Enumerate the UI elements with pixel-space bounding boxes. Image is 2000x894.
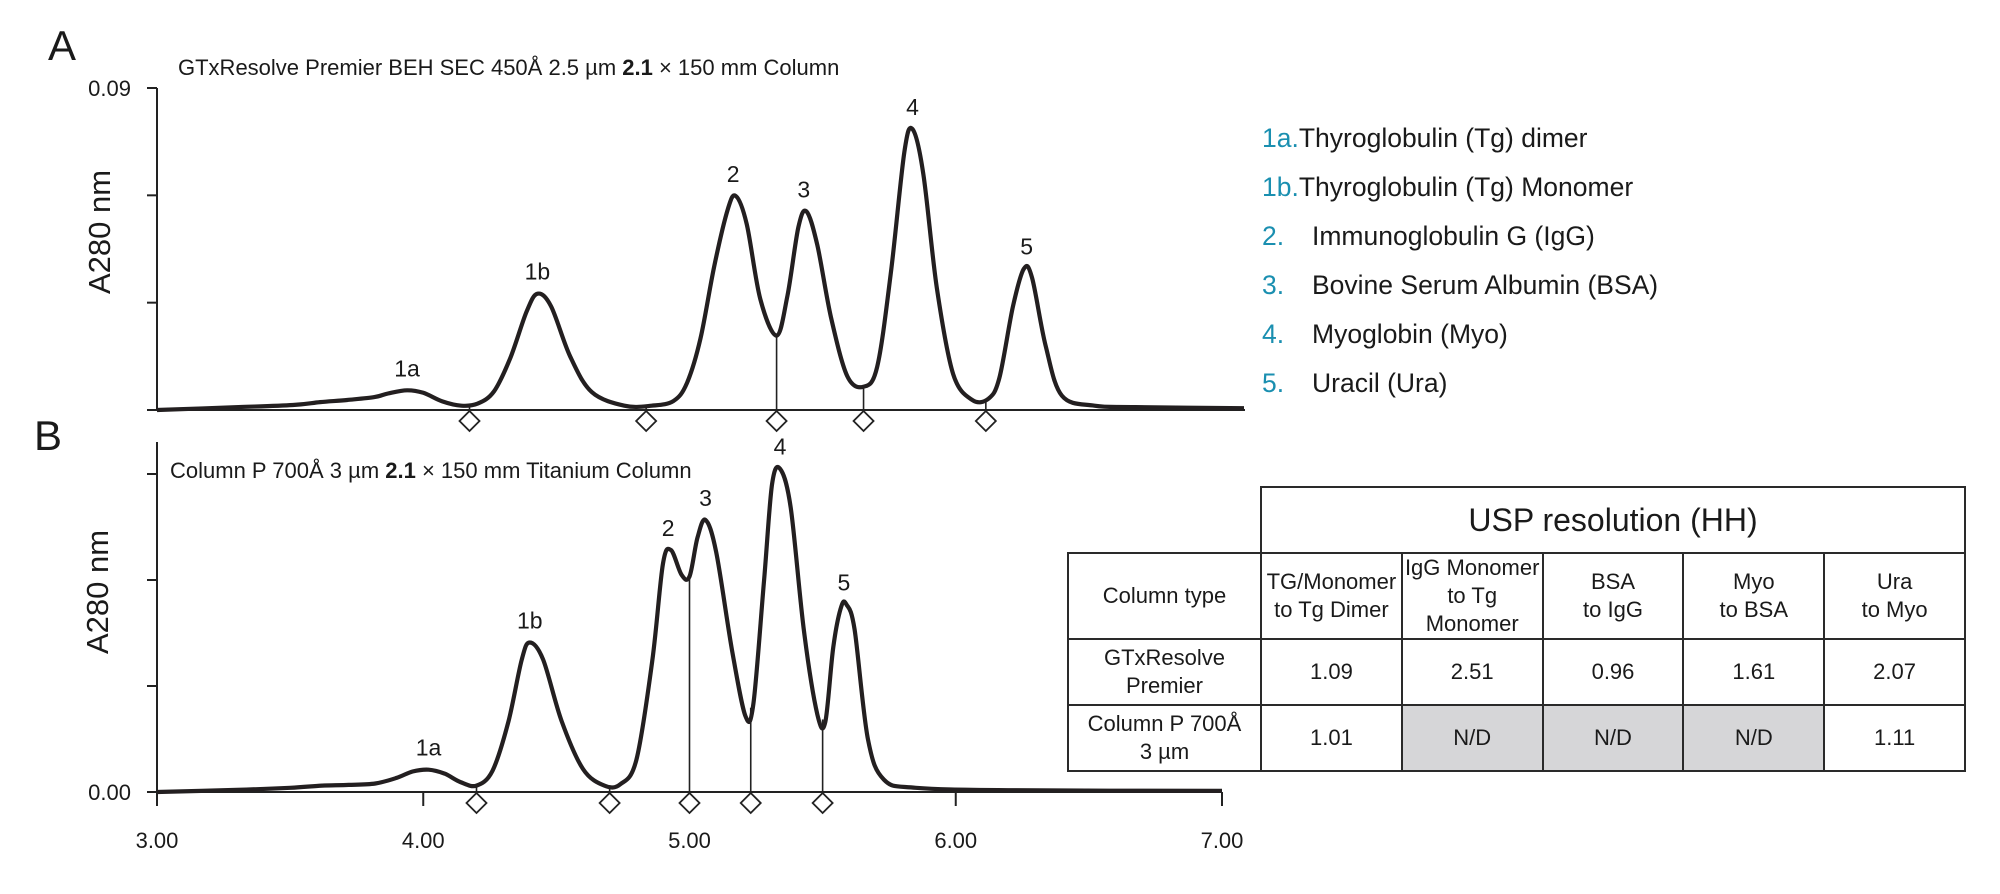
table-header-ura-to-myo: Ura to Myo (1823, 552, 1966, 640)
legend-label: Thyroglobulin (Tg) dimer (1298, 123, 1588, 153)
table-cell: 2.51 (1400, 638, 1544, 706)
x-tick-label: 5.00 (668, 828, 711, 853)
legend-key: 5. (1262, 368, 1285, 398)
table-cell: 2.07 (1823, 638, 1966, 706)
x-tick-label: 7.00 (1201, 828, 1244, 853)
legend-label: Uracil (Ura) (1312, 368, 1448, 398)
integration-marker (811, 791, 834, 815)
legend-label: Myoglobin (Myo) (1312, 319, 1508, 349)
chromatogram-trace (156, 125, 1245, 413)
peak-label: 4 (774, 434, 787, 460)
legend-label: Thyroglobulin (Tg) Monomer (1298, 172, 1634, 202)
peak-label: 5 (1020, 234, 1033, 260)
integration-marker (739, 791, 763, 815)
peak-label: 2 (727, 161, 740, 187)
integration-marker (765, 409, 788, 433)
table-header-tg-monomer-to-dimer: TG/Monomer to Tg Dimer (1260, 552, 1403, 640)
chart-title-part: 2.1 (385, 458, 416, 483)
legend-key: 1b. (1262, 172, 1299, 202)
legend-key: 1a. (1262, 123, 1299, 153)
integration-marker (852, 409, 875, 433)
peak-label: 3 (699, 485, 712, 511)
legend-item: 3. Bovine Serum Albumin (BSA) (1262, 261, 1658, 310)
integration-marker (634, 409, 658, 433)
integration-marker (598, 791, 621, 815)
usp-resolution-table: USP resolution (HH) Column type TG/Monom… (1067, 486, 1966, 772)
peak-label: 4 (906, 94, 919, 120)
peak-label: 1a (394, 355, 420, 381)
peak-label: 1a (416, 735, 442, 761)
row-label-column-p: Column P 700Å 3 µm (1067, 704, 1262, 772)
peak-label: 2 (662, 515, 675, 541)
chart-title: Column P 700Å 3 µm 2.1 × 150 mm Titanium… (170, 458, 692, 483)
table-cell: 1.01 (1260, 704, 1403, 772)
table-cell-nd: N/D (1400, 704, 1544, 772)
legend-item: 2. Immunoglobulin G (IgG) (1262, 212, 1658, 261)
legend-label: Bovine Serum Albumin (BSA) (1312, 270, 1659, 300)
peak-label: 1b (525, 259, 551, 285)
chart-title-part: GTxResolve Premier BEH SEC 450Å 2.5 µm (178, 55, 622, 80)
table-header-myo-to-bsa: Myo to BSA (1682, 552, 1826, 640)
table-header-igg-to-tg-monomer: IgG Monomer to Tg Monomer (1400, 552, 1544, 640)
chart-title-part: × 150 mm Column (653, 55, 839, 80)
table-header-column-type: Column type (1067, 552, 1262, 640)
y-axis-label: A280 nm (80, 530, 115, 654)
legend-key: 4. (1262, 319, 1285, 349)
table-cell: 1.11 (1823, 704, 1966, 772)
integration-marker (465, 791, 488, 815)
chart-panel-a: A GTxResolve Premier BEH SEC 450Å 2.5 µm … (48, 22, 1245, 433)
table-title: USP resolution (HH) (1260, 486, 1966, 554)
chromatogram-trace (156, 464, 1223, 795)
legend-label: Immunoglobulin G (IgG) (1312, 221, 1595, 251)
chart-panel-b: B Column P 700Å 3 µm 2.1 × 150 mm Titaniu… (34, 412, 1243, 853)
table-header-bsa-to-igg: BSA to IgG (1541, 552, 1685, 640)
chart-title-part: 2.1 (622, 55, 653, 80)
table-cell: 1.61 (1682, 638, 1826, 706)
legend-key: 3. (1262, 270, 1285, 300)
table-cell: 0.96 (1541, 638, 1685, 706)
integration-marker (458, 409, 481, 433)
table-cell-nd: N/D (1541, 704, 1685, 772)
table-cell: 1.09 (1260, 638, 1403, 706)
chart-title-part: × 150 mm Titanium Column (416, 458, 692, 483)
y-tick-label: 0.00 (88, 780, 131, 805)
integration-marker (678, 791, 701, 815)
table-cell-nd: N/D (1682, 704, 1826, 772)
legend-item: 1b. Thyroglobulin (Tg) Monomer (1262, 163, 1658, 212)
peak-label: 5 (838, 570, 851, 596)
chart-title: GTxResolve Premier BEH SEC 450Å 2.5 µm 2… (178, 55, 839, 80)
x-tick-label: 3.00 (136, 828, 179, 853)
legend-item: 5. Uracil (Ura) (1262, 359, 1658, 408)
peak-label: 3 (797, 176, 810, 202)
row-label-gtxresolve: GTxResolve Premier (1067, 638, 1262, 706)
peak-label: 1b (517, 608, 543, 634)
panel-label: A (48, 22, 76, 69)
legend-item: 1a. Thyroglobulin (Tg) dimer (1262, 114, 1658, 163)
x-tick-label: 4.00 (402, 828, 445, 853)
integration-marker (974, 409, 998, 433)
table-corner-blank (1068, 487, 1262, 554)
y-axis-label: A280 nm (82, 170, 117, 294)
peak-legend: 1a. Thyroglobulin (Tg) dimer 1b. Thyroglo… (1262, 114, 1658, 408)
y-tick-label: 0.09 (88, 76, 131, 101)
chart-title-part: Column P 700Å 3 µm (170, 458, 385, 483)
x-tick-label: 6.00 (934, 828, 977, 853)
legend-key: 2. (1262, 221, 1285, 251)
table-row: Column P 700Å 3 µm 1.01 N/D N/D N/D 1.11 (1067, 704, 1966, 772)
legend-item: 4. Myoglobin (Myo) (1262, 310, 1658, 359)
table-row: GTxResolve Premier 1.09 2.51 0.96 1.61 2.… (1067, 638, 1966, 706)
panel-label: B (34, 412, 62, 459)
